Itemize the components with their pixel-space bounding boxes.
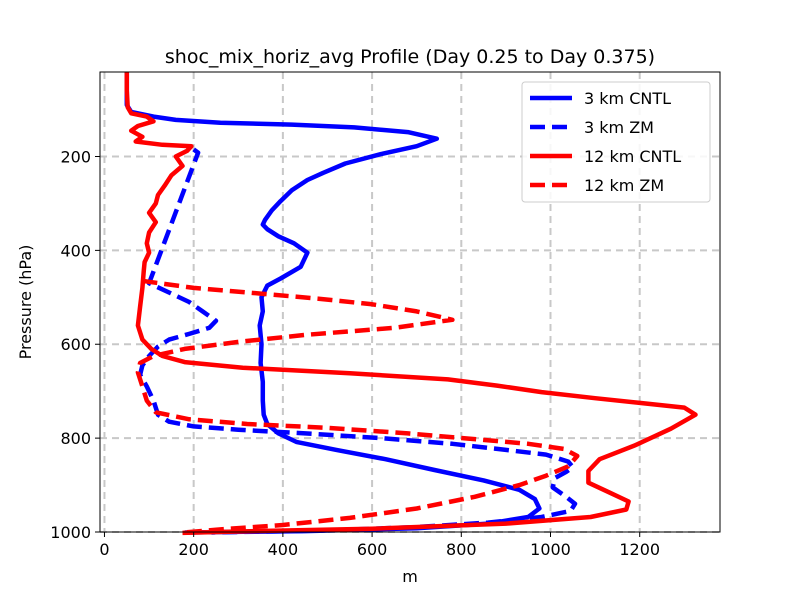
series-3-km-cntl (124, 72, 542, 535)
x-tick-label: 800 (446, 540, 477, 559)
chart-title: shoc_mix_horiz_avg Profile (Day 0.25 to … (165, 46, 655, 68)
legend-box (521, 81, 711, 203)
legend-label: 12 km ZM (584, 176, 664, 195)
x-tick-label: 400 (268, 540, 299, 559)
x-tick-label: 200 (178, 540, 209, 559)
x-axis: 0 200 400 600 800 1000 1200 (99, 532, 660, 559)
y-axis-label: Pressure (hPa) (16, 245, 35, 360)
legend-label: 3 km ZM (584, 118, 654, 137)
legend: 3 km CNTL 3 km ZM 12 km CNTL 12 km ZM (521, 81, 711, 203)
y-tick-label: 600 (60, 335, 91, 354)
y-tick-label: 400 (60, 241, 91, 260)
series-layer (124, 72, 698, 536)
x-axis-label: m (402, 567, 418, 586)
plot-frame (99, 71, 721, 533)
y-tick-label: 200 (60, 147, 91, 166)
series-12-km-zm (135, 278, 580, 535)
x-tick-label: 1200 (619, 540, 660, 559)
y-axis: 200 400 600 800 1000 (50, 147, 100, 542)
series-3-km-zm (137, 147, 578, 535)
x-tick-label: 0 (99, 540, 109, 559)
legend-label: 3 km CNTL (584, 89, 671, 108)
y-tick-label: 800 (60, 429, 91, 448)
x-tick-label: 600 (357, 540, 388, 559)
x-tick-label: 1000 (530, 540, 571, 559)
legend-label: 12 km CNTL (584, 147, 681, 166)
series-12-km-cntl (124, 72, 698, 536)
y-tick-label: 1000 (50, 523, 91, 542)
